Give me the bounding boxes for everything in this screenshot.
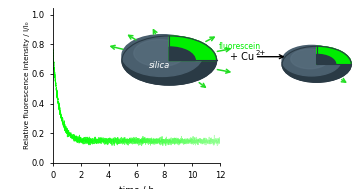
Circle shape <box>282 46 351 82</box>
Circle shape <box>134 40 186 67</box>
Text: + Cu: + Cu <box>230 52 254 62</box>
Y-axis label: Relative fluorescence intensity / I/I₀: Relative fluorescence intensity / I/I₀ <box>24 21 30 149</box>
Circle shape <box>291 49 329 69</box>
Text: 2+: 2+ <box>256 50 266 56</box>
Circle shape <box>122 36 217 85</box>
Wedge shape <box>317 54 336 64</box>
X-axis label: time / h: time / h <box>119 185 154 189</box>
Circle shape <box>122 35 202 76</box>
Wedge shape <box>317 46 351 64</box>
Wedge shape <box>169 36 217 60</box>
Circle shape <box>282 45 341 76</box>
Text: fluorescein: fluorescein <box>218 43 261 51</box>
Text: silica: silica <box>149 61 170 70</box>
Wedge shape <box>169 47 195 60</box>
